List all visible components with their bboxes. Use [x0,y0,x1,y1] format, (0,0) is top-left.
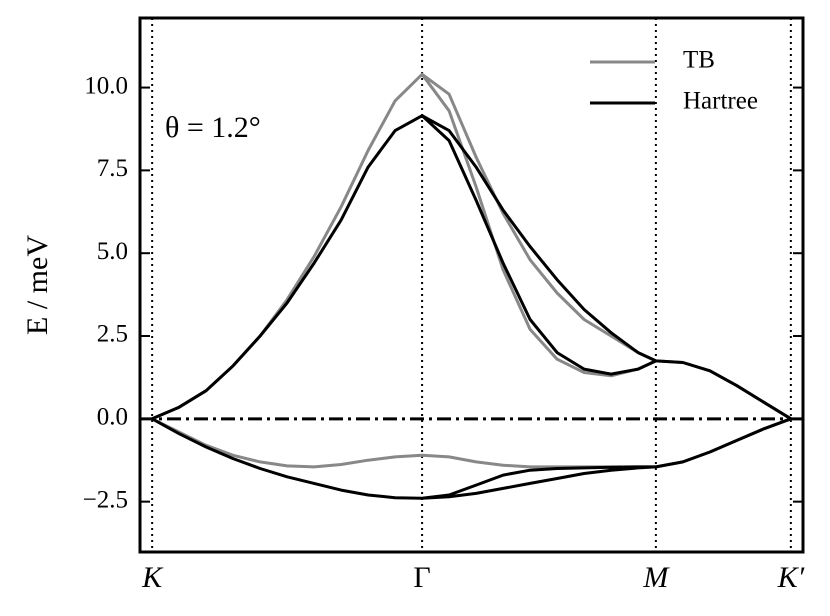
y-tick-label: 10.0 [84,72,128,99]
annotation: θ = 1.2° [165,111,261,144]
legend-label: Hartree [683,88,758,115]
y-axis-label: E / meV [21,235,54,335]
y-tick-label: 2.5 [97,321,128,348]
y-tick-label: 7.5 [97,155,128,182]
y-tick-label: −2.5 [83,486,128,513]
x-tick-label: Γ [413,561,430,594]
x-tick-label: K [141,561,164,594]
plot-area [140,18,803,552]
plot-frame [138,16,805,554]
series-line [150,114,793,500]
x-tick-label: M [642,561,670,594]
y-tick-label: 0.0 [97,404,128,431]
y-tick-label: 5.0 [97,238,128,265]
x-tick-label: K′ [777,561,805,594]
legend-label: TB [683,47,715,74]
